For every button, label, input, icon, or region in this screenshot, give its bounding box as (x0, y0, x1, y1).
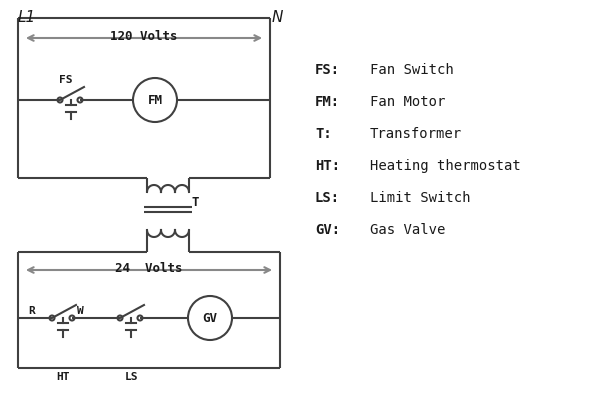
Text: FM: FM (148, 94, 162, 106)
Text: FS:: FS: (315, 63, 340, 77)
Text: Fan Motor: Fan Motor (370, 95, 445, 109)
Text: Heating thermostat: Heating thermostat (370, 159, 521, 173)
Text: Transformer: Transformer (370, 127, 462, 141)
Text: HT: HT (56, 372, 70, 382)
Text: FS: FS (59, 75, 73, 85)
Text: T:: T: (315, 127, 332, 141)
Text: N: N (272, 10, 283, 25)
Text: L1: L1 (18, 10, 36, 25)
Text: GV:: GV: (315, 223, 340, 237)
Text: GV: GV (202, 312, 218, 324)
Text: FM:: FM: (315, 95, 340, 109)
Text: Fan Switch: Fan Switch (370, 63, 454, 77)
Text: HT:: HT: (315, 159, 340, 173)
Text: Limit Switch: Limit Switch (370, 191, 470, 205)
Text: LS: LS (124, 372, 137, 382)
Text: T: T (192, 196, 199, 208)
Text: R: R (29, 306, 35, 316)
Text: Gas Valve: Gas Valve (370, 223, 445, 237)
Text: W: W (77, 306, 83, 316)
Text: LS:: LS: (315, 191, 340, 205)
Text: 24  Volts: 24 Volts (115, 262, 183, 275)
Text: 120 Volts: 120 Volts (110, 30, 178, 43)
